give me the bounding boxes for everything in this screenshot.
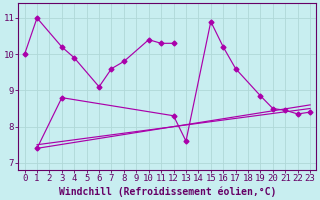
X-axis label: Windchill (Refroidissement éolien,°C): Windchill (Refroidissement éolien,°C) — [59, 186, 276, 197]
